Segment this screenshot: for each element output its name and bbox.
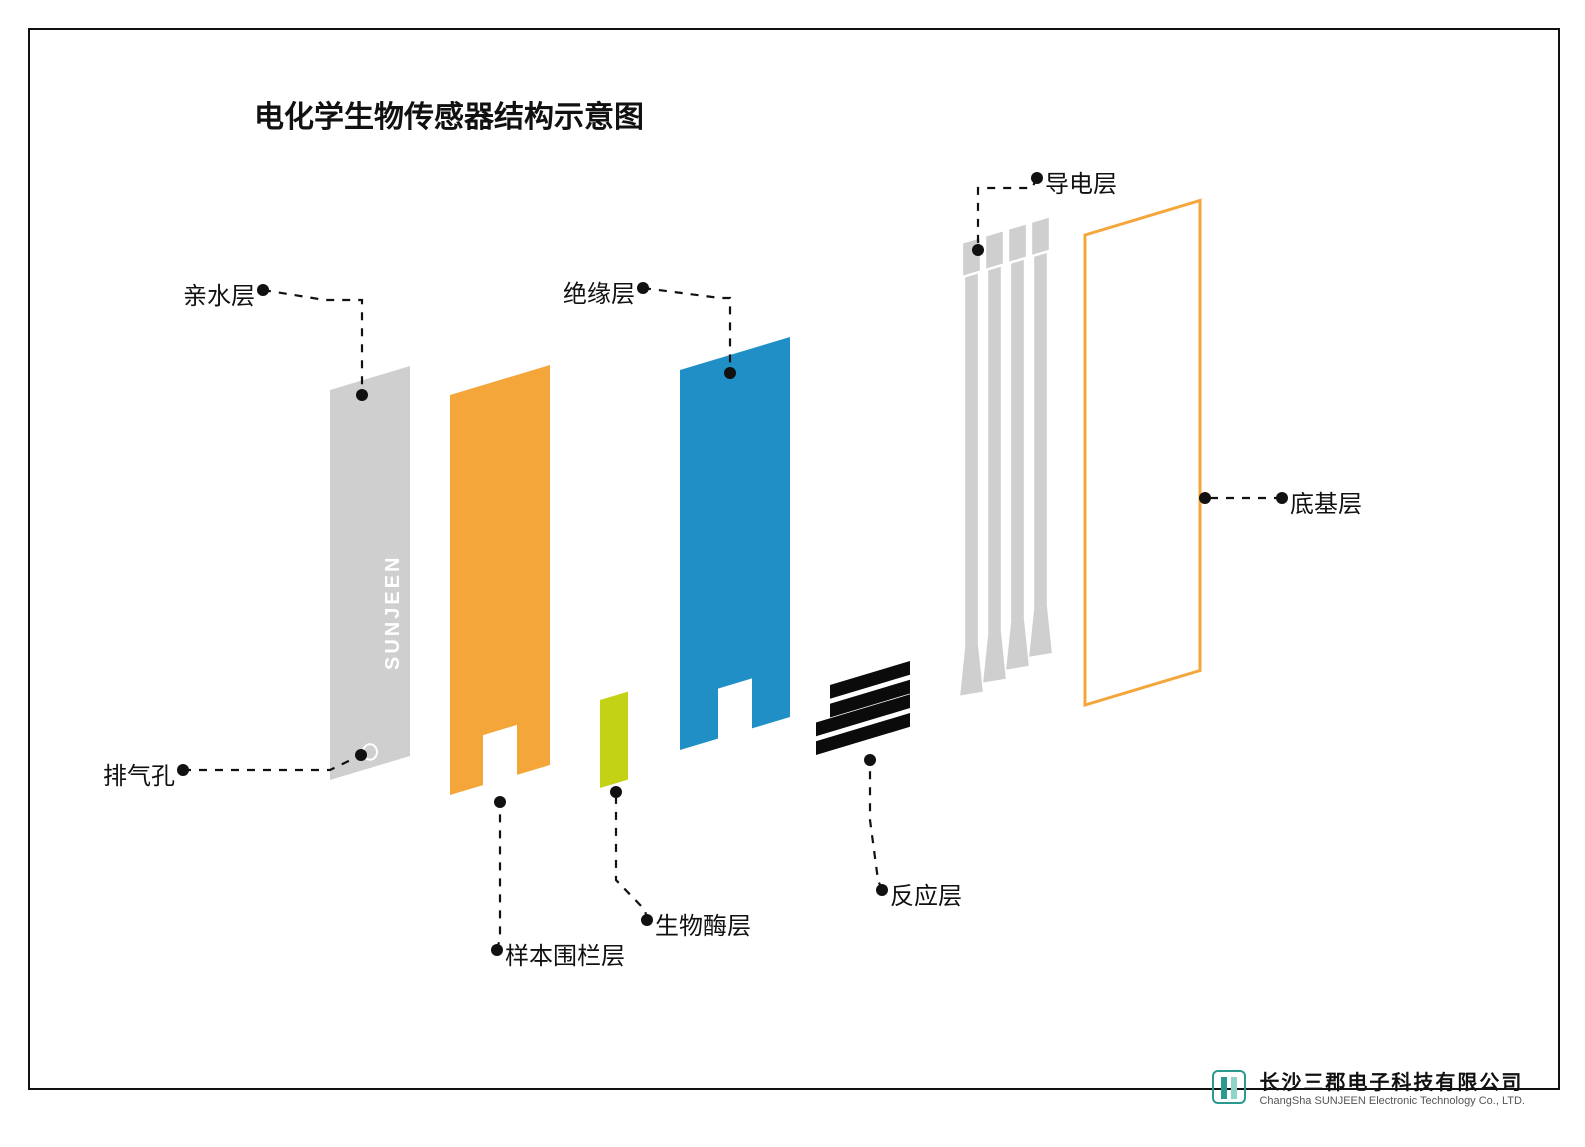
callout-hydrophilic: 亲水层 [183,276,255,311]
callout-vent: 排气孔 [103,756,175,791]
company-name-cn: 长沙三郡电子科技有限公司 [1259,1066,1525,1095]
callout-substrate: 底基层 [1290,484,1362,519]
company-name-en: ChangSha SUNJEEN Electronic Technology C… [1259,1095,1525,1107]
company-logo-icon [1209,1067,1249,1107]
callout-conductive: 导电层 [1045,164,1117,199]
diagram-stage [0,0,1585,1147]
callout-sample_fence: 样本围栏层 [505,936,625,971]
callout-insulation: 绝缘层 [563,274,635,309]
callout-enzyme: 生物酶层 [655,906,751,941]
callout-reaction: 反应层 [890,876,962,911]
company-block: 长沙三郡电子科技有限公司 ChangSha SUNJEEN Electronic… [1209,1066,1525,1107]
brand-text: SUNJEEN [382,555,405,670]
